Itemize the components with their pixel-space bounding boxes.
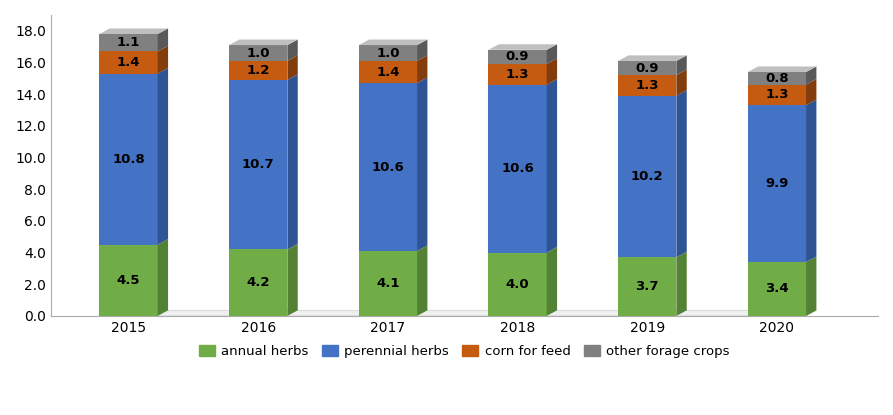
Polygon shape [618,75,676,96]
Polygon shape [618,96,676,257]
Polygon shape [359,61,417,83]
Polygon shape [359,39,428,45]
Polygon shape [99,310,168,316]
Text: 1.1: 1.1 [117,36,140,49]
Polygon shape [547,44,557,64]
Text: 1.0: 1.0 [376,46,399,59]
Polygon shape [488,50,547,64]
Text: 0.8: 0.8 [765,72,789,85]
Polygon shape [417,245,428,316]
Text: 10.2: 10.2 [630,170,663,183]
Polygon shape [158,29,168,51]
Polygon shape [676,90,687,257]
Polygon shape [747,262,806,316]
Text: 1.0: 1.0 [246,46,270,59]
Polygon shape [488,253,547,316]
Text: 0.9: 0.9 [505,51,530,63]
Legend: annual herbs, perennial herbs, corn for feed, other forage crops: annual herbs, perennial herbs, corn for … [194,340,735,364]
Polygon shape [747,310,816,316]
Text: 4.0: 4.0 [505,278,530,290]
Polygon shape [806,79,816,105]
Polygon shape [618,257,676,316]
Polygon shape [417,78,428,251]
Polygon shape [229,39,297,45]
Polygon shape [618,310,687,316]
Text: 4.1: 4.1 [376,277,399,290]
Text: 10.7: 10.7 [242,158,274,171]
Polygon shape [359,310,428,316]
Text: 4.5: 4.5 [117,274,140,287]
Polygon shape [806,256,816,316]
Polygon shape [676,55,687,75]
Text: 10.6: 10.6 [501,162,534,175]
Polygon shape [488,310,557,316]
Polygon shape [288,55,297,80]
Text: 3.7: 3.7 [636,280,659,293]
Text: 4.2: 4.2 [246,276,270,289]
Polygon shape [359,45,417,61]
Text: 1.3: 1.3 [765,88,789,102]
Polygon shape [229,310,297,316]
Polygon shape [229,45,288,61]
Polygon shape [99,34,158,51]
Polygon shape [747,105,806,262]
Polygon shape [99,29,168,34]
Text: 1.4: 1.4 [376,66,399,78]
Text: 1.3: 1.3 [505,68,530,81]
Polygon shape [547,59,557,85]
Polygon shape [806,66,816,85]
Text: 1.3: 1.3 [636,79,659,92]
Polygon shape [417,55,428,83]
Text: 1.2: 1.2 [246,64,270,77]
Polygon shape [99,244,158,316]
Text: 0.9: 0.9 [636,61,659,75]
Polygon shape [229,249,288,316]
Text: 10.8: 10.8 [113,153,145,166]
Polygon shape [747,85,806,105]
Polygon shape [747,66,816,72]
Polygon shape [158,46,168,73]
Polygon shape [158,239,168,316]
Text: 10.6: 10.6 [371,161,405,173]
Polygon shape [618,61,676,75]
Polygon shape [417,39,428,61]
Polygon shape [288,244,297,316]
Polygon shape [359,83,417,251]
Polygon shape [488,85,547,253]
Polygon shape [288,39,297,61]
Text: 1.4: 1.4 [117,56,140,69]
Polygon shape [547,247,557,316]
Polygon shape [488,64,547,85]
Text: 3.4: 3.4 [765,283,789,295]
Polygon shape [676,252,687,316]
Polygon shape [359,251,417,316]
Polygon shape [747,72,806,85]
Polygon shape [488,44,557,50]
Polygon shape [99,73,158,244]
Polygon shape [618,55,687,61]
Polygon shape [806,100,816,262]
Text: 9.9: 9.9 [765,177,789,190]
Polygon shape [229,80,288,249]
Polygon shape [547,79,557,253]
Polygon shape [99,310,816,316]
Polygon shape [288,74,297,249]
Polygon shape [229,61,288,80]
Polygon shape [99,51,158,73]
Polygon shape [158,68,168,244]
Polygon shape [676,70,687,96]
